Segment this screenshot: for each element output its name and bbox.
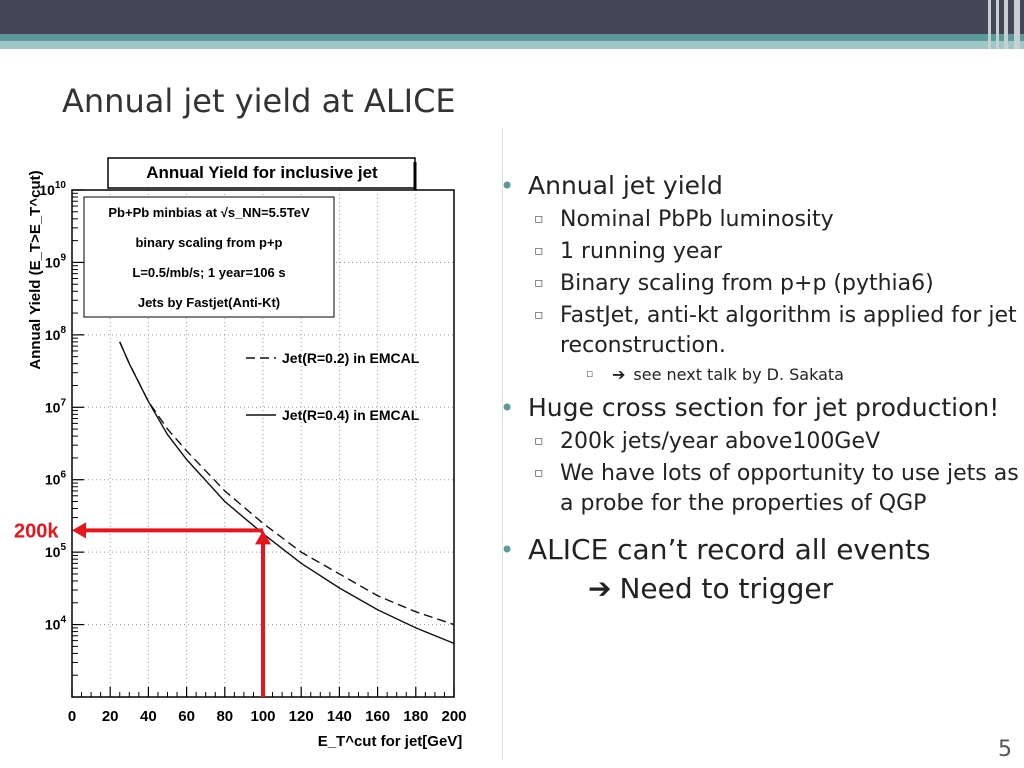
y-tick-label: 104 — [45, 615, 67, 633]
x-tick-label: 200 — [441, 708, 466, 725]
bullet-trigger-continuation: ➔ Need to trigger — [500, 569, 1020, 609]
y-tick-label: 108 — [45, 325, 67, 343]
y-tick-label: 1010 — [39, 180, 66, 198]
arrow-right-icon: ➔ — [588, 572, 612, 605]
y-axis-title: Annual Yield (E_T>E_T^cut) — [27, 170, 44, 369]
series-line-jet-r-0-4--in-emcal — [119, 341, 455, 645]
x-tick-label: 0 — [68, 708, 76, 725]
y-tick-label: 105 — [45, 542, 67, 560]
x-axis-title: E_T^cut for jet[GeV] — [318, 733, 463, 750]
x-tick-label: 100 — [250, 708, 275, 725]
info-box — [83, 196, 335, 318]
bullet-annual-yield: Annual jet yield — [500, 169, 1020, 203]
banner-decoration — [984, 0, 1024, 49]
annotation-label: 200k — [14, 520, 59, 542]
sub-bullet: 200k jets/year above100GeV — [500, 426, 1020, 457]
info-line: binary scaling from p+p — [135, 235, 282, 250]
x-tick-label: 180 — [403, 708, 428, 725]
y-tick-label: 109 — [45, 252, 67, 270]
sub-bullet: Binary scaling from p+p (pythia6) — [500, 268, 1020, 299]
y-tick-label: 106 — [45, 470, 67, 488]
series-line-jet-r-0-2--in-emcal — [119, 341, 455, 626]
title-box — [107, 157, 416, 189]
bullet-list: Annual jet yield Nominal PbPb luminosity… — [500, 165, 1020, 609]
annotation-up-arrowhead — [255, 530, 271, 545]
sub-bullet: FastJet, anti-kt algorithm is applied fo… — [500, 300, 1020, 361]
info-line: L=0.5/mb/s; 1 year=106 s — [132, 265, 285, 280]
info-line: Pb+Pb minbias at √s_NN=5.5TeV — [108, 205, 310, 220]
x-tick-label: 80 — [216, 708, 233, 725]
top-banner — [0, 0, 1024, 49]
x-tick-label: 20 — [102, 708, 119, 725]
legend-label: Jet(R=0.2) in EMCAL — [282, 350, 420, 366]
banner-stripe-light — [0, 41, 1024, 49]
banner-stripe — [0, 34, 1024, 41]
series-group — [119, 341, 455, 645]
yield-chart: 200k 0 20 40 60 80 100 120 140 160 180 200 104 105 10… — [14, 157, 467, 750]
x-tick-label: 60 — [178, 708, 195, 725]
sub-bullet: We have lots of opportunity to use jets … — [500, 458, 1020, 519]
page-number: 5 — [998, 737, 1012, 762]
arrow-right-icon: ➔ — [612, 365, 626, 384]
x-tick-label: 120 — [289, 708, 314, 725]
info-line: Jets by Fastjet(Anti-Kt) — [138, 295, 280, 310]
bullet-trigger: ALICE can’t record all events — [500, 531, 1020, 569]
x-tick-label: 40 — [140, 708, 157, 725]
x-tick-label: 140 — [327, 708, 352, 725]
bullet-cross-section: Huge cross section for jet production! — [500, 391, 1020, 425]
slide-title: Annual jet yield at ALICE — [62, 82, 456, 120]
axis-labels: 0 20 40 60 80 100 120 140 160 180 200 104 105 106 107 1… — [27, 157, 467, 750]
chart-title: Annual Yield for inclusive jet — [146, 163, 378, 182]
sub-bullet: Nominal PbPb luminosity — [500, 204, 1020, 235]
sub-bullet: 1 running year — [500, 236, 1020, 267]
x-tick-label: 160 — [365, 708, 390, 725]
sub-sub-bullet: ➔ see next talk by D. Sakata — [500, 362, 1020, 387]
sub-sub-bullet-text: see next talk by D. Sakata — [633, 365, 844, 384]
y-tick-label: 107 — [45, 397, 67, 415]
legend-label: Jet(R=0.4) in EMCAL — [282, 407, 420, 423]
annotation-left-arrowhead — [72, 522, 86, 539]
trigger-text: Need to trigger — [619, 572, 834, 605]
annotation-group: 200k — [14, 520, 271, 697]
